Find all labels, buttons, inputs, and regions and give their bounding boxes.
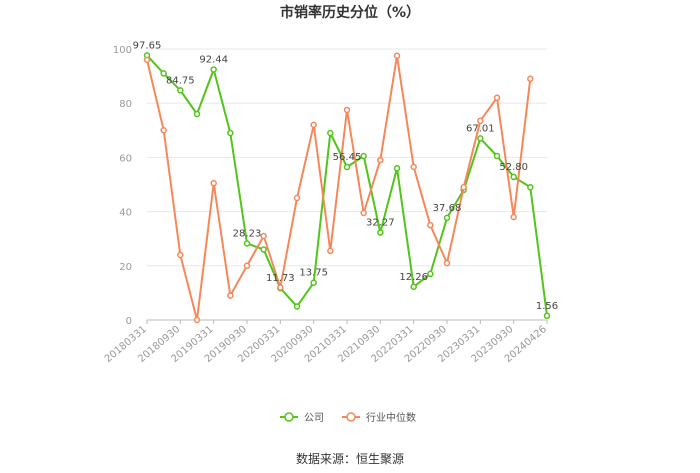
data-point-0[interactable] [510,173,517,181]
data-point-0[interactable] [210,66,217,73]
data-label: 97.65 [133,40,162,51]
data-point-0[interactable] [427,270,434,278]
series-layer [143,52,551,324]
data-point-0[interactable] [543,312,551,320]
data-point-1[interactable] [343,106,351,114]
data-point-1[interactable] [393,52,401,60]
y-tick-label: 0 [126,316,132,327]
data-label: 28.23 [233,228,262,239]
data-point-1[interactable] [177,251,184,259]
x-axis: 2018033120180930201903312019093020200331… [103,319,549,365]
data-point-0[interactable] [260,246,267,253]
data-point-0[interactable] [493,152,501,160]
data-point-1[interactable] [293,194,301,202]
y-tick-label: 80 [119,99,132,110]
data-point-0[interactable] [177,87,184,94]
data-labels: 97.65 84.75 92.44 28.23 11.73 13.75 56.45 32.27… [133,40,558,311]
legend[interactable]: 公司 行业中位数 [280,411,416,424]
data-point-1[interactable] [427,221,434,229]
y-tick-label: 100 [113,45,132,56]
data-point-1[interactable] [160,127,167,134]
data-point-0[interactable] [227,129,234,137]
data-label: 52.80 [499,162,528,173]
data-label: 12.26 [399,272,428,283]
data-point-1[interactable] [443,259,451,267]
data-point-0[interactable] [310,279,317,286]
data-label: 13.75 [299,268,328,279]
data-point-0[interactable] [393,164,401,172]
data-label: 1.56 [536,301,558,312]
data-label: 37.68 [433,203,462,214]
data-point-1[interactable] [143,56,151,64]
data-point-1[interactable] [277,284,284,291]
series-line-0 [146,54,548,316]
data-point-0[interactable] [193,110,201,118]
data-label: 11.73 [266,273,295,284]
data-point-0[interactable] [160,70,167,77]
y-tick-label: 40 [119,208,132,219]
data-point-1[interactable] [243,262,251,270]
data-point-0[interactable] [360,152,367,160]
data-point-0[interactable] [377,229,384,236]
data-point-0[interactable] [327,129,334,137]
data-label: 56.45 [333,152,362,163]
series-line-1 [146,54,532,321]
y-axis: 0 20 40 60 80 100 [113,45,132,327]
data-point-1[interactable] [260,232,267,240]
data-point-0[interactable] [243,240,251,247]
data-label: 84.75 [166,75,195,86]
y-tick-label: 20 [119,262,132,273]
data-point-0[interactable] [293,303,301,310]
legend-label[interactable]: 公司 [304,413,324,424]
data-point-1[interactable] [493,94,501,102]
data-point-0[interactable] [410,283,417,291]
data-point-1[interactable] [410,163,417,171]
data-point-1[interactable] [510,213,517,221]
legend-label[interactable]: 行业中位数 [366,411,416,424]
chart-title: 市销率历史分位（%） [280,4,420,21]
data-point-0[interactable] [477,135,484,142]
data-point-1[interactable] [227,292,234,299]
data-point-1[interactable] [360,209,367,217]
data-point-1[interactable] [327,247,334,255]
data-point-1[interactable] [210,179,217,187]
data-point-1[interactable] [477,117,484,125]
data-point-1[interactable] [377,156,384,164]
source-text: 数据来源：恒生聚源 [296,451,404,466]
data-point-1[interactable] [310,121,317,129]
data-point-1[interactable] [527,75,534,83]
data-point-0[interactable] [527,183,534,191]
data-point-1[interactable] [460,183,467,191]
data-point-0[interactable] [443,214,451,222]
data-label: 32.27 [366,218,395,229]
y-tick-label: 60 [119,153,132,164]
data-point-0[interactable] [343,163,351,171]
data-point-1[interactable] [193,316,201,324]
data-label: 92.44 [199,54,228,65]
data-label: 67.01 [466,123,495,134]
legend-marker-icon [284,412,294,422]
legend-marker-icon [346,412,356,422]
